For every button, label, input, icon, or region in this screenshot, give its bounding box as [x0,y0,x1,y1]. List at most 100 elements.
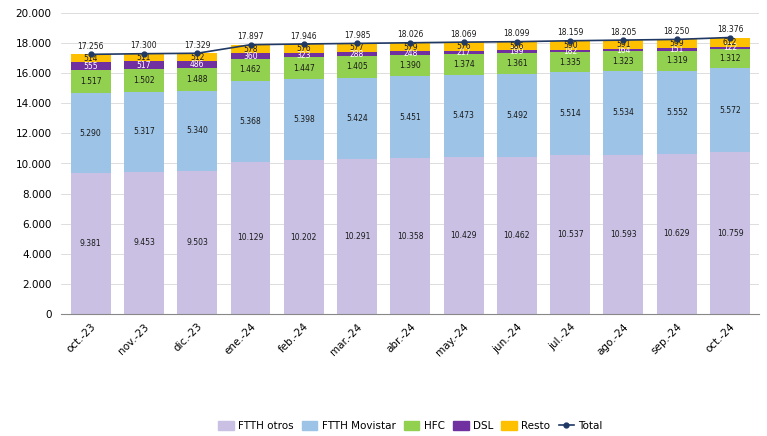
Bar [443,42,484,51]
Bar [124,172,164,314]
Bar [604,49,644,51]
Bar [284,44,324,53]
Bar [231,162,271,314]
Text: 511: 511 [137,53,151,62]
Bar [284,58,324,79]
Text: 555: 555 [84,62,98,71]
Bar [550,50,590,52]
Bar [550,41,590,50]
Bar [71,173,110,314]
Text: 199: 199 [509,48,524,57]
Bar [604,155,644,314]
Text: 512: 512 [190,53,205,61]
Bar [124,69,164,92]
Bar [124,92,164,172]
Text: 10.291: 10.291 [344,232,370,241]
Bar [71,71,110,93]
Bar [284,160,324,314]
Text: 18.159: 18.159 [557,28,584,37]
Text: 5.451: 5.451 [400,112,421,122]
Bar [497,74,537,157]
Text: 1.517: 1.517 [80,77,101,86]
Text: 10.593: 10.593 [611,230,637,239]
Text: 122: 122 [723,43,737,52]
Text: 1.374: 1.374 [453,60,475,69]
Bar [177,171,217,314]
Bar [231,53,271,59]
Bar [497,157,537,314]
Bar [550,52,590,72]
Text: 17.300: 17.300 [130,41,157,51]
Text: 578: 578 [243,44,258,54]
Bar [604,51,644,72]
Text: 1.319: 1.319 [666,56,687,65]
Bar [710,47,750,48]
Text: 517: 517 [137,61,151,70]
Bar [443,51,484,54]
Text: 9.453: 9.453 [133,238,155,247]
Bar [550,155,590,314]
Text: 10.202: 10.202 [291,233,317,242]
Text: 217: 217 [456,48,471,57]
Text: 18.376: 18.376 [717,25,743,34]
Bar [497,42,537,51]
Text: 1.488: 1.488 [186,75,208,84]
Bar [390,51,430,55]
Text: 164: 164 [616,46,630,54]
Bar [177,61,217,68]
Bar [177,68,217,91]
Bar [604,72,644,155]
Text: 10.358: 10.358 [397,232,423,241]
Bar [124,54,164,61]
Bar [337,44,377,52]
Bar [710,37,750,47]
Bar [710,152,750,314]
Text: 5.473: 5.473 [453,111,475,120]
Bar [657,48,696,51]
Text: 18.069: 18.069 [450,30,477,39]
Text: 9.503: 9.503 [186,238,208,247]
Bar [177,91,217,171]
Text: 18.250: 18.250 [663,27,690,36]
Text: 17.985: 17.985 [344,31,370,40]
Bar [657,39,696,48]
Legend: FTTH otros, FTTH Movistar, HFC, DSL, Resto, Total: FTTH otros, FTTH Movistar, HFC, DSL, Res… [214,417,607,435]
Text: 5.572: 5.572 [719,106,741,115]
Text: 10.129: 10.129 [237,233,264,242]
Text: 579: 579 [403,43,418,51]
Bar [657,71,696,154]
Text: 5.514: 5.514 [559,109,581,119]
Bar [177,53,217,61]
Text: 5.398: 5.398 [293,116,314,124]
Text: 612: 612 [723,37,737,47]
Text: 5.552: 5.552 [666,108,688,117]
Text: 248: 248 [403,49,417,58]
Bar [443,157,484,314]
Bar [657,154,696,314]
Text: 1.361: 1.361 [506,59,528,68]
Text: 590: 590 [563,41,578,50]
Text: 17.897: 17.897 [237,32,264,41]
Text: 9.381: 9.381 [80,239,101,248]
Bar [337,159,377,314]
Bar [443,75,484,157]
Text: 577: 577 [350,43,364,52]
Text: 17.329: 17.329 [184,41,210,50]
Bar [390,43,430,51]
Bar [497,51,537,54]
Bar [443,54,484,75]
Text: 1.462: 1.462 [240,65,262,74]
Text: 576: 576 [456,42,471,51]
Text: 18.205: 18.205 [611,28,637,37]
Text: 151: 151 [670,45,684,54]
Text: 360: 360 [243,51,258,61]
Bar [710,68,750,152]
Bar [284,79,324,160]
Bar [337,52,377,56]
Text: 5.368: 5.368 [239,117,262,126]
Bar [337,56,377,78]
Bar [71,54,110,62]
Text: 599: 599 [670,39,684,48]
Bar [604,40,644,49]
Bar [390,76,430,158]
